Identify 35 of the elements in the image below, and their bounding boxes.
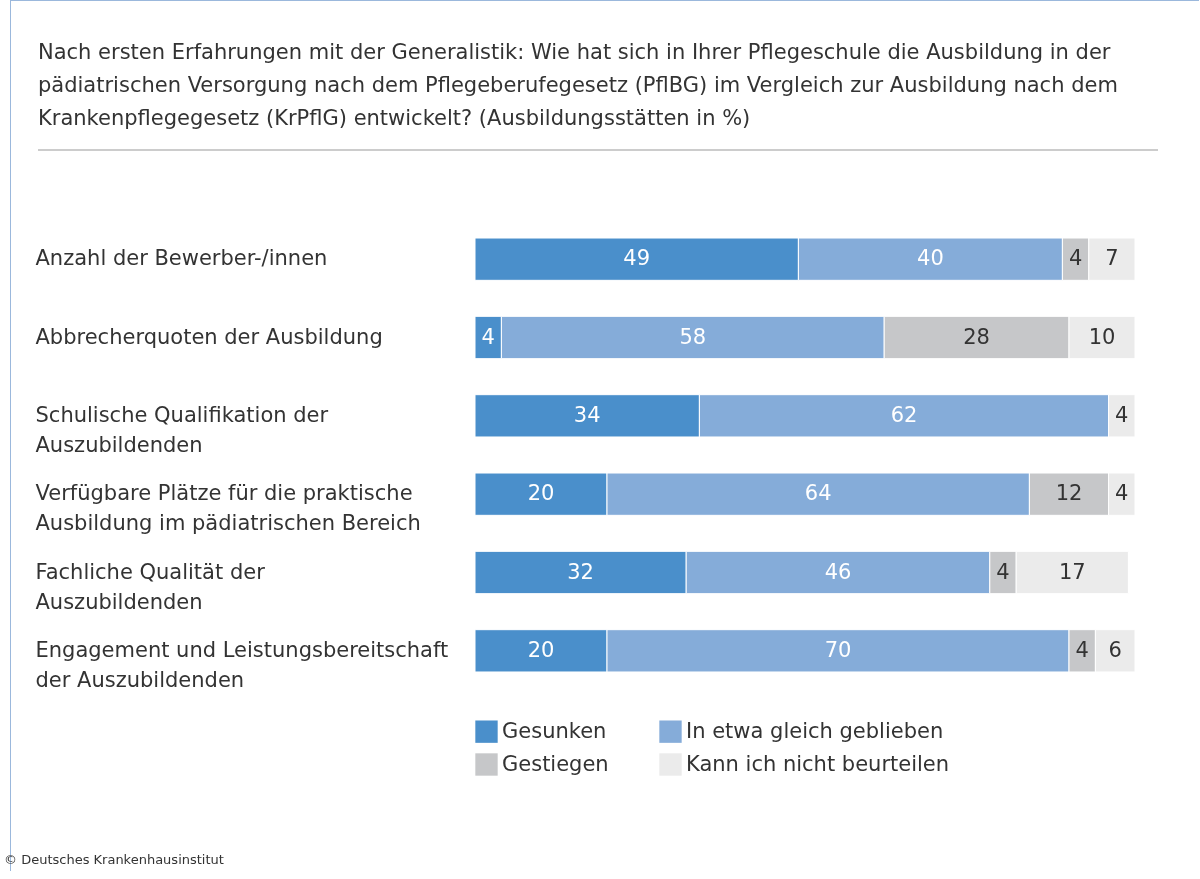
data-label: 12 (1055, 481, 1083, 506)
data-label: 4 (1068, 246, 1083, 271)
data-label: 10 (1088, 324, 1116, 349)
data-label: 62 (890, 402, 918, 427)
data-label: 4 (1115, 481, 1129, 506)
y-tick-label: Anzahl der Bewerber-/innen (35, 246, 328, 271)
data-label: 4 (1075, 637, 1089, 662)
data-label: 17 (1058, 559, 1086, 584)
text: © Deutsches Krankenhausinstitut (4, 852, 224, 867)
data-label: 40 (917, 246, 944, 271)
data-label: 7 (1105, 246, 1119, 271)
data-label: 32 (567, 559, 594, 584)
data-label: 58 (679, 324, 707, 349)
y-tick-label: Verfügbare Plätze für die praktische Ausbildung im pädiatrischen Bereich (35, 481, 421, 536)
data-label: 49 (623, 246, 651, 271)
legend-label: Kann ich nicht beurteilen (686, 751, 950, 776)
data-label: 34 (573, 402, 601, 427)
data-label: 70 (824, 637, 852, 662)
y-tick-label: Abbrecherquoten der Ausbildung (35, 324, 383, 349)
data-label: 20 (527, 637, 555, 662)
data-label: 4 (1115, 402, 1129, 427)
y-tick-label: Engagement und Leistungsbereitschaft der Auszubildenden (35, 637, 449, 692)
data-label: 20 (527, 481, 555, 506)
chart-title: Nach ersten Erfahrungen mit der Generalistik: Wie hat sich in Ihrer Pflegeschule die Ausbildung in der pädiatrischen Versorgung nach dem Pflegeberufegesetz (PflBG) im Vergleich zur Ausbildung nach dem Krankenpflegegesetz (KrPflG) entwickelt? (Ausbildungsstätten in %) (38, 36, 1158, 151)
data-label: 6 (1108, 637, 1122, 662)
legend-label: In etwa gleich geblieben (686, 718, 944, 743)
data-label: 4 (996, 559, 1010, 584)
legend-label: Gestiegen (502, 751, 609, 776)
data-label: 46 (824, 559, 852, 584)
y-tick-label: Fachliche Qualität der Auszubildenden (35, 559, 266, 614)
data-label: 28 (963, 324, 990, 349)
legend-label: Gesunken (502, 718, 607, 743)
y-tick-label: Schulische Qualifikation der Auszubildenden (35, 402, 329, 457)
data-label: 64 (804, 481, 832, 506)
data-label: 4 (481, 324, 495, 349)
